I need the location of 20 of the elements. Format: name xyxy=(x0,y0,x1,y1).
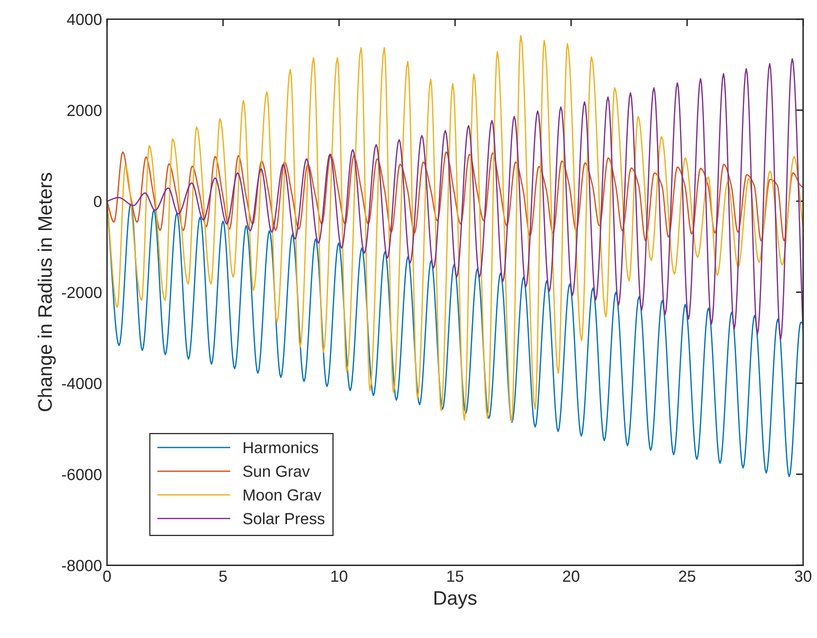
legend-label: Solar Press xyxy=(243,512,324,524)
y-tick-label: -4000 xyxy=(62,378,102,390)
x-axis-title: Days xyxy=(434,591,477,609)
y-tick-label: -2000 xyxy=(62,286,102,298)
x-tick-label: 30 xyxy=(794,570,812,582)
x-tick-label: 15 xyxy=(447,570,464,582)
y-tick-label: -6000 xyxy=(62,468,102,480)
x-tick-label: 5 xyxy=(219,570,227,582)
legend-label: Moon Grav xyxy=(244,489,322,501)
x-tick-label: 20 xyxy=(563,570,580,582)
y-tick-label: 4000 xyxy=(67,14,102,26)
x-tick-label: 25 xyxy=(679,570,696,582)
x-tick-label: 10 xyxy=(331,570,348,582)
y-tick-label: -8000 xyxy=(62,560,102,572)
x-tick-label: 0 xyxy=(103,570,111,582)
legend-label: Sun Grav xyxy=(243,466,310,477)
y-tick-label: 2000 xyxy=(67,104,102,116)
y-axis-title: Change in Radius in Meters xyxy=(38,172,56,412)
y-tick-label: 0 xyxy=(94,196,102,208)
legend-label: Harmonics xyxy=(244,442,318,454)
